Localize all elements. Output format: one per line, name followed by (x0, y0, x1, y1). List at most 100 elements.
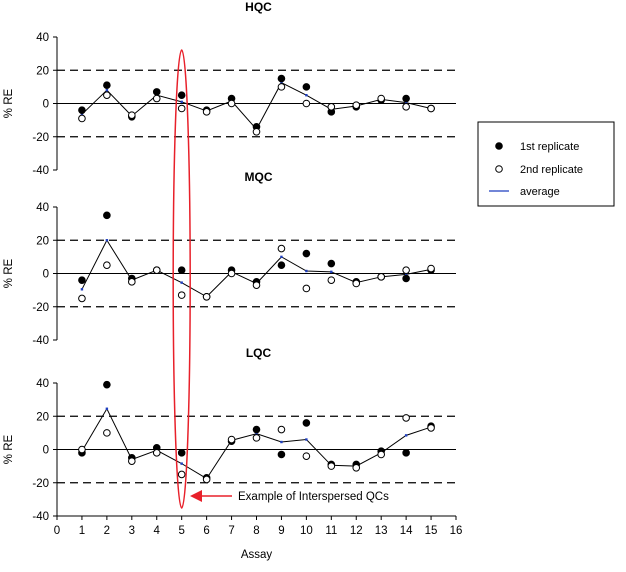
second-replicate-point-hqc (227, 99, 236, 108)
average-point-lqc (180, 462, 183, 465)
second-replicate-point-mqc (128, 278, 136, 286)
x-tick-label-lqc: 4 (154, 525, 161, 537)
second-replicate-point-lqc (252, 434, 261, 442)
average-point-hqc (280, 81, 283, 84)
annotation-arrow-head (190, 490, 202, 502)
second-replicate-point-lqc (152, 449, 161, 457)
second-replicate-point-mqc (352, 279, 361, 288)
second-replicate-point-hqc (352, 101, 361, 109)
first-replicate-point-hqc (177, 91, 186, 99)
y-tick-label-lqc: -40 (32, 511, 49, 523)
y-tick-label-mqc: 40 (36, 202, 49, 214)
second-replicate-point-lqc (202, 475, 211, 484)
second-replicate-point-hqc (327, 103, 336, 111)
first-replicate-point-lqc (177, 449, 186, 457)
series-line-average-lqc (81, 407, 432, 480)
second-replicate-point-lqc (352, 463, 361, 472)
second-replicate-point-mqc (377, 273, 385, 281)
legend-label-average: average (520, 186, 560, 198)
second-replicate-point-hqc (202, 108, 211, 116)
x-tick-label-lqc: 0 (54, 525, 60, 537)
panel-title-lqc: LQC (246, 346, 272, 360)
first-replicate-point-mqc (103, 211, 111, 220)
average-point-hqc (404, 101, 408, 104)
y-tick-label-lqc: 40 (36, 378, 49, 390)
first-replicate-point-lqc (252, 425, 261, 434)
first-replicate-point-mqc (277, 261, 286, 269)
first-replicate-point-lqc (402, 449, 410, 457)
first-replicate-point-mqc (302, 249, 311, 258)
second-replicate-point-lqc (427, 424, 435, 432)
second-replicate-point-lqc (402, 414, 410, 422)
first-replicate-point-hqc (277, 74, 286, 83)
average-point-lqc (305, 438, 308, 441)
second-replicate-point-hqc (252, 127, 261, 136)
x-tick-label-lqc: 2 (104, 525, 110, 537)
x-tick-label-lqc: 8 (253, 525, 259, 537)
highlight-ellipse (172, 49, 191, 509)
average-point-lqc (280, 440, 283, 444)
first-replicate-point-mqc (78, 276, 86, 284)
second-replicate-point-mqc (402, 266, 410, 274)
first-replicate-point-lqc (277, 450, 286, 459)
first-replicate-point-lqc (103, 380, 111, 389)
average-point-mqc (330, 270, 333, 274)
x-tick-label-lqc: 10 (300, 525, 313, 537)
average-point-hqc (180, 100, 183, 104)
second-replicate-point-lqc (377, 450, 385, 459)
panel-hqc: HQC 40 20 0 -20 -40 % RE (3, 0, 456, 177)
second-replicate-point-mqc (302, 284, 311, 293)
legend-marker-1st-replicate (495, 142, 503, 150)
y-tick-label-hqc: -40 (32, 165, 49, 177)
second-replicate-point-lqc (227, 435, 236, 444)
x-tick-label-lqc: 11 (325, 525, 337, 537)
y-tick-label-mqc: -20 (32, 302, 49, 314)
second-replicate-point-lqc (302, 452, 311, 460)
second-replicate-point-hqc (377, 94, 385, 103)
y-tick-label-hqc: 40 (36, 32, 49, 44)
second-replicate-point-hqc (277, 83, 286, 91)
second-replicate-point-mqc (152, 266, 161, 274)
second-replicate-point-hqc (103, 91, 111, 99)
second-replicate-point-lqc (277, 425, 286, 434)
legend-label-2nd-replicate: 2nd replicate (520, 164, 583, 176)
second-replicate-point-mqc (177, 291, 186, 299)
average-point-mqc (404, 273, 408, 276)
x-tick-label-lqc: 9 (278, 525, 284, 537)
annotation: Example of Interspersed QCs (172, 49, 389, 509)
first-replicate-point-mqc (327, 259, 336, 268)
average-point-mqc (180, 281, 183, 284)
y-tick-label-lqc: -20 (32, 478, 49, 490)
panel-title-mqc: MQC (245, 170, 273, 184)
first-replicate-point-hqc (302, 83, 311, 91)
x-tick-label-lqc: 6 (203, 525, 209, 537)
first-replicate-point-hqc (152, 88, 161, 96)
second-replicate-point-hqc (128, 111, 136, 119)
x-axis-label: Assay (241, 549, 273, 561)
second-replicate-point-lqc (78, 445, 86, 454)
legend-label-1st-replicate: 1st replicate (520, 141, 579, 153)
annotation-text: Example of Interspersed QCs (238, 491, 389, 503)
second-replicate-point-mqc (78, 294, 86, 303)
second-replicate-point-mqc (227, 269, 236, 278)
y-tick-label-mqc: 0 (43, 269, 49, 281)
second-replicate-point-lqc (327, 462, 336, 470)
second-replicate-point-lqc (103, 429, 111, 437)
average-point-hqc (105, 89, 109, 92)
second-replicate-point-mqc (202, 292, 211, 301)
first-replicate-point-mqc (402, 274, 410, 283)
x-tick-label-lqc: 12 (350, 525, 363, 537)
y-axis-label-lqc: % RE (3, 434, 15, 464)
second-replicate-point-mqc (277, 244, 286, 253)
y-axis-label-mqc: % RE (3, 258, 15, 288)
y-tick-label-mqc: 20 (36, 235, 49, 247)
second-replicate-point-lqc (128, 457, 136, 465)
first-replicate-point-hqc (402, 94, 410, 103)
average-point-hqc (80, 113, 84, 116)
second-replicate-point-hqc (402, 103, 410, 111)
average-point-mqc (105, 239, 109, 242)
legend-box (477, 121, 615, 207)
y-tick-label-lqc: 20 (36, 411, 49, 423)
